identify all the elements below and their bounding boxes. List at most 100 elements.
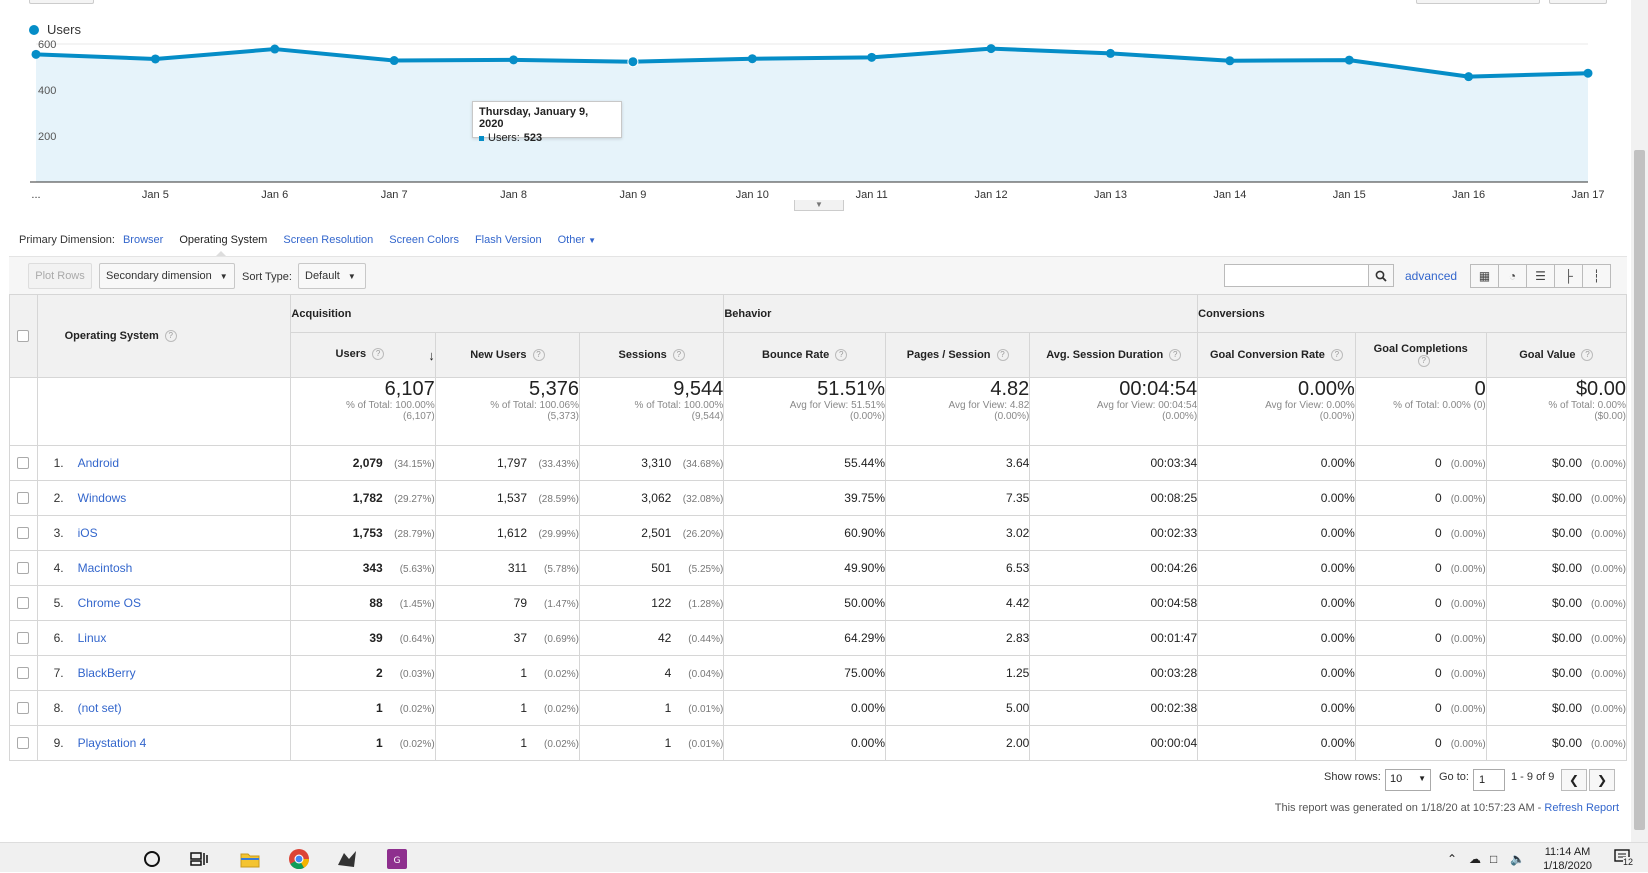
os-link[interactable]: (not set) [77, 701, 122, 715]
column-header-8[interactable]: Goal Value? [1485, 332, 1628, 378]
os-link[interactable]: Linux [77, 631, 107, 645]
help-icon[interactable]: ? [672, 349, 685, 362]
help-icon[interactable]: ? [1330, 349, 1343, 362]
row-checkbox[interactable] [17, 597, 30, 609]
volume-icon[interactable]: 🔈 [1510, 852, 1525, 866]
data-point[interactable] [1464, 72, 1474, 82]
page-scrollbar[interactable] [1631, 0, 1648, 842]
dimension-operating-system[interactable]: Operating System [179, 234, 268, 257]
dimension-flash-version[interactable]: Flash Version [474, 234, 542, 246]
os-link[interactable]: Playstation 4 [77, 736, 147, 750]
chart-view-toggle[interactable] [1416, 0, 1540, 4]
chart-expand-handle[interactable]: ▼ [794, 200, 844, 211]
chart-legend[interactable]: Users [29, 22, 81, 37]
show-hidden-icons-icon[interactable]: ⌃ [1447, 852, 1458, 866]
dimension-screen-colors[interactable]: Screen Colors [389, 234, 459, 246]
table-search-input[interactable] [1224, 264, 1369, 287]
help-icon[interactable]: ? [164, 330, 177, 343]
row-checkbox[interactable] [17, 562, 30, 574]
performance-view-icon[interactable]: ☰ [1526, 264, 1555, 288]
row-checkbox[interactable] [17, 527, 30, 539]
media-app-icon[interactable] [336, 848, 358, 870]
os-link[interactable]: Windows [77, 491, 127, 505]
row-checkbox[interactable] [17, 702, 30, 714]
data-point[interactable] [270, 44, 280, 54]
next-page-button[interactable]: ❯ [1589, 769, 1615, 791]
pivot-view-icon[interactable]: ┆ [1582, 264, 1611, 288]
pdf-app-icon[interactable]: G [386, 848, 408, 870]
goto-input[interactable]: 1 [1473, 769, 1505, 791]
file-explorer-icon[interactable] [239, 848, 261, 870]
help-icon[interactable]: ? [372, 347, 385, 360]
network-icon[interactable]: □ [1490, 852, 1498, 866]
onedrive-cloud-icon[interactable]: ☁ [1469, 852, 1481, 866]
data-point[interactable] [509, 55, 519, 65]
os-link[interactable]: iOS [77, 526, 98, 540]
sort-arrow-down-icon[interactable]: ↓ [428, 347, 435, 363]
data-table-view-icon[interactable]: ▦ [1470, 264, 1499, 288]
row-checkbox[interactable] [17, 737, 30, 749]
refresh-report-link[interactable]: Refresh Report [1544, 802, 1619, 814]
help-icon[interactable]: ? [1169, 349, 1182, 362]
taskbar-clock[interactable]: 11:14 AM 1/18/2020 [1543, 845, 1592, 873]
row-checkbox[interactable] [17, 492, 30, 504]
os-link[interactable]: Macintosh [77, 561, 133, 575]
dimension-screen-resolution[interactable]: Screen Resolution [283, 234, 374, 246]
data-point[interactable] [747, 54, 757, 64]
data-point[interactable] [867, 52, 877, 62]
row-checkbox[interactable] [17, 632, 30, 644]
data-point[interactable] [1105, 48, 1115, 58]
pie-chart-view-icon[interactable]: ◔ [1498, 264, 1527, 288]
row-checkbox[interactable] [17, 667, 30, 679]
tooltip-value: 523 [523, 132, 543, 144]
data-point[interactable] [1344, 55, 1354, 65]
os-link[interactable]: Android [77, 456, 119, 470]
dimension-browser[interactable]: Browser [122, 234, 164, 246]
column-header-2[interactable]: Sessions? [579, 332, 725, 378]
plot-rows-button[interactable]: Plot Rows [28, 263, 92, 289]
chrome-icon[interactable] [288, 848, 310, 870]
metric-percent: (34.68%) [682, 459, 724, 470]
data-point[interactable] [1225, 56, 1235, 66]
column-header-3[interactable]: Bounce Rate? [723, 332, 886, 378]
task-view-icon[interactable] [188, 848, 210, 870]
secondary-dimension-dropdown[interactable]: Secondary dimension ▼ [99, 263, 235, 289]
help-icon[interactable]: ? [1417, 355, 1430, 368]
advanced-filter-link[interactable]: advanced [1405, 269, 1458, 283]
show-rows-select[interactable]: 10 ▼ [1385, 769, 1431, 791]
data-point[interactable] [627, 56, 639, 68]
column-header-4[interactable]: Pages / Session? [884, 332, 1031, 378]
os-link[interactable]: Chrome OS [77, 596, 141, 610]
column-header-1[interactable]: New Users? [434, 332, 581, 378]
cortana-icon[interactable] [141, 848, 163, 870]
metric-value: 1,537 [496, 491, 528, 505]
data-point[interactable] [389, 56, 399, 66]
column-header-6[interactable]: Goal Conversion Rate? [1197, 332, 1356, 378]
column-header-7[interactable]: Goal Completions? [1354, 332, 1487, 378]
column-header-0[interactable]: Users? ↓ [290, 332, 436, 378]
chart-type-toggle[interactable] [1549, 0, 1607, 4]
help-icon[interactable]: ? [532, 349, 545, 362]
notification-center-icon[interactable]: 12 [1614, 849, 1634, 868]
data-point[interactable] [1583, 68, 1593, 78]
select-all-checkbox[interactable] [17, 330, 30, 342]
search-button[interactable] [1368, 264, 1394, 287]
metric-value: 75.00% [844, 666, 885, 680]
y-tick-label: 200 [38, 131, 56, 143]
sort-type-dropdown[interactable]: Default ▼ [298, 263, 366, 289]
os-link[interactable]: BlackBerry [77, 666, 136, 680]
data-point[interactable] [986, 44, 996, 54]
users-line-chart[interactable]: 600 400 200... Jan 5 Jan 6 Jan 7 Jan 8 Jan 9 Jan… [0, 36, 1620, 206]
row-checkbox[interactable] [17, 457, 30, 469]
top-toolbar-remnant[interactable] [29, 0, 94, 4]
comparison-view-icon[interactable]: ├ [1554, 264, 1583, 288]
scrollbar-thumb[interactable] [1634, 150, 1645, 830]
data-point[interactable] [150, 54, 160, 64]
help-icon[interactable]: ? [1581, 349, 1594, 362]
help-icon[interactable]: ? [835, 349, 848, 362]
prev-page-button[interactable]: ❮ [1561, 769, 1587, 791]
column-header-5[interactable]: Avg. Session Duration? [1029, 332, 1199, 378]
dimension-other[interactable]: Other ▼ [558, 234, 596, 246]
data-point[interactable] [31, 49, 41, 59]
help-icon[interactable]: ? [996, 349, 1009, 362]
